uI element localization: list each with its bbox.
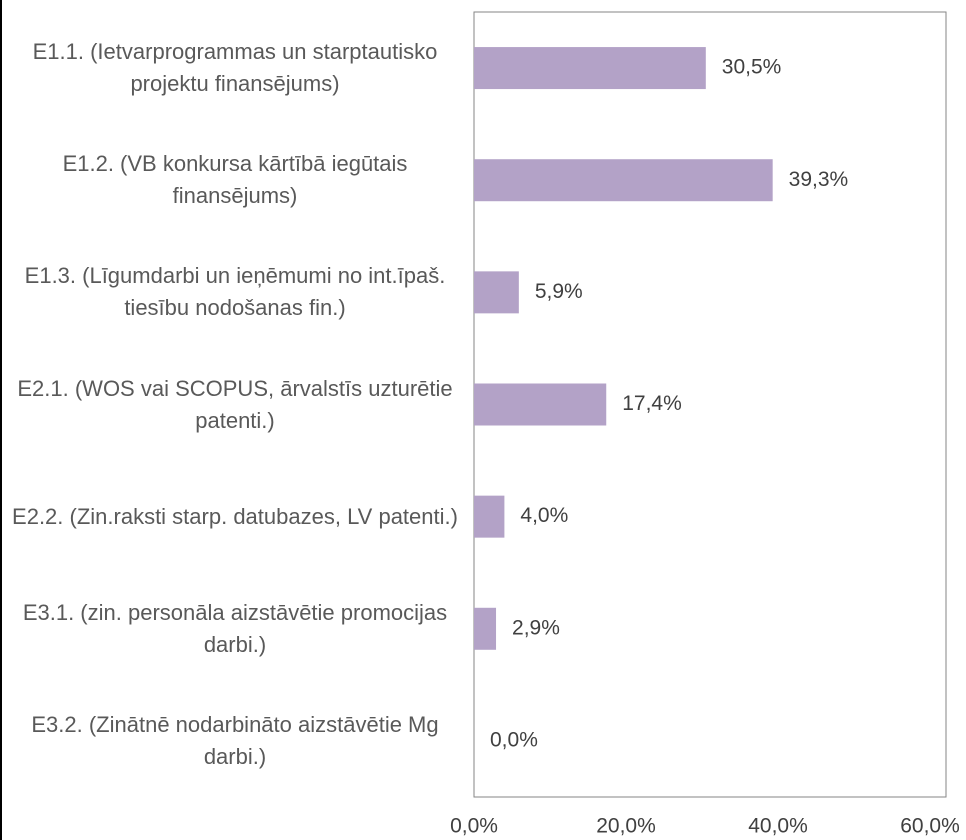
bar (474, 383, 607, 426)
category-label lbl: E2.1. (WOS vai SCOPUS, ārvalstīs uzturēt… (17, 375, 453, 433)
value-label: 0,0% (490, 728, 538, 751)
bar (474, 47, 706, 90)
bar (474, 495, 505, 538)
category-label lbl: E1.1. (Ietvarprogrammas un starptautisko… (32, 39, 438, 97)
x-tick-label: 0,0% (450, 815, 498, 838)
x-tick-label: 40,0% (748, 815, 808, 838)
category-label lbl: E1.2. (VB konkursa kārtībā iegūtais fina… (62, 151, 408, 209)
value-label: 4,0% (520, 504, 568, 527)
category-label lbl: E3.1. (zin. personāla aizstāvētie promoc… (22, 599, 448, 657)
value-label: 39,3% (789, 168, 849, 191)
bar (474, 271, 519, 314)
category-label lbl: E3.2. (Zinātnē nodarbināto aizstāvētie M… (31, 711, 439, 769)
value-label: 2,9% (512, 616, 560, 639)
category-label lbl: E1.3. (Līgumdarbi un ieņēmumi no int.īpa… (24, 263, 446, 321)
value-label: 30,5% (722, 56, 782, 79)
bar (474, 159, 773, 202)
value-label: 5,9% (535, 280, 583, 303)
bar (474, 607, 497, 650)
category-label lbl: E2.2. (Zin.raksti starp. datubazes, LV p… (12, 503, 458, 529)
x-tick-label: 60,0% (900, 815, 960, 838)
x-tick-label: 20,0% (596, 815, 656, 838)
value-label: 17,4% (622, 392, 682, 415)
